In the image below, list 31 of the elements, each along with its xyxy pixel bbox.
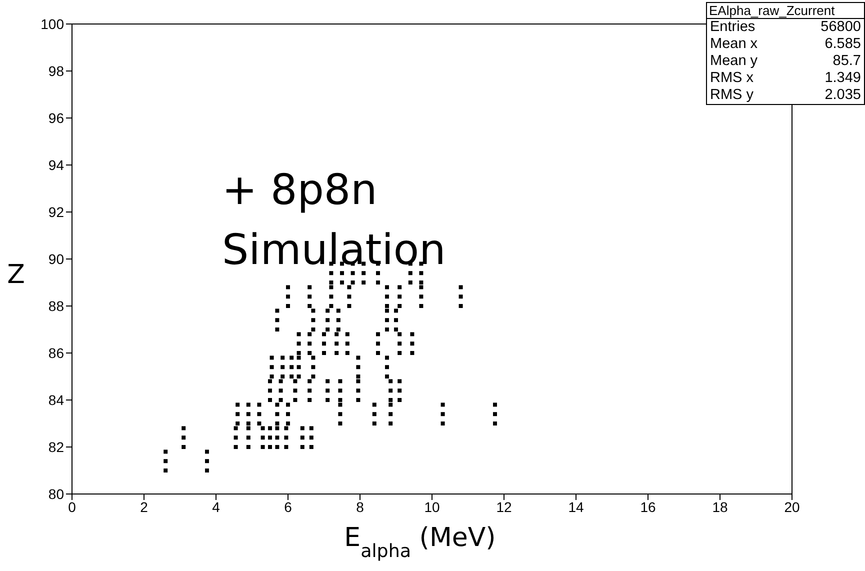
x-axis-title: E$_{alpha}$ (MeV) [344,523,496,562]
annotation: + 8p8n Simulation [222,164,447,276]
y-tick-label: 92 [48,204,64,220]
text: Entries 56800 [710,19,861,35]
y-tick-label: 84 [48,392,64,408]
text: EAlpha_raw_Zcurrent [707,3,864,19]
text: RMS x 1.349 [710,70,861,86]
y-tick-label: 98 [48,62,64,79]
x-tick-label: 16 [640,498,656,515]
y-tick-label: 96 [48,110,64,126]
y-tick-label: 94 [48,156,64,173]
x-tick-label: 2 [140,498,148,515]
x-tick-label: 0 [68,498,76,515]
x-tick-label: 14 [568,498,584,515]
y-tick-label: 88 [48,298,64,314]
text: RMS y 2.035 [710,87,861,103]
y-tick-label: 82 [48,438,64,455]
x-tick-label: 18 [712,498,728,515]
y-tick-label: 100 [40,16,64,32]
y-tick-label: 86 [48,344,64,361]
x-tick-label: 8 [356,498,364,515]
text: Mean y 85.7 [710,53,861,69]
x-tick-label: 10 [424,498,440,515]
y-tick-label: 80 [48,486,64,502]
x-tick-label: 6 [284,498,292,515]
x-tick-label: 4 [212,498,220,515]
x-tick-label: 20 [784,498,800,515]
text: Mean x 6.585 [710,36,861,52]
y-axis-title: Z [7,260,25,290]
y-tick-label: 90 [48,250,64,267]
x-tick-label: 12 [496,498,512,515]
